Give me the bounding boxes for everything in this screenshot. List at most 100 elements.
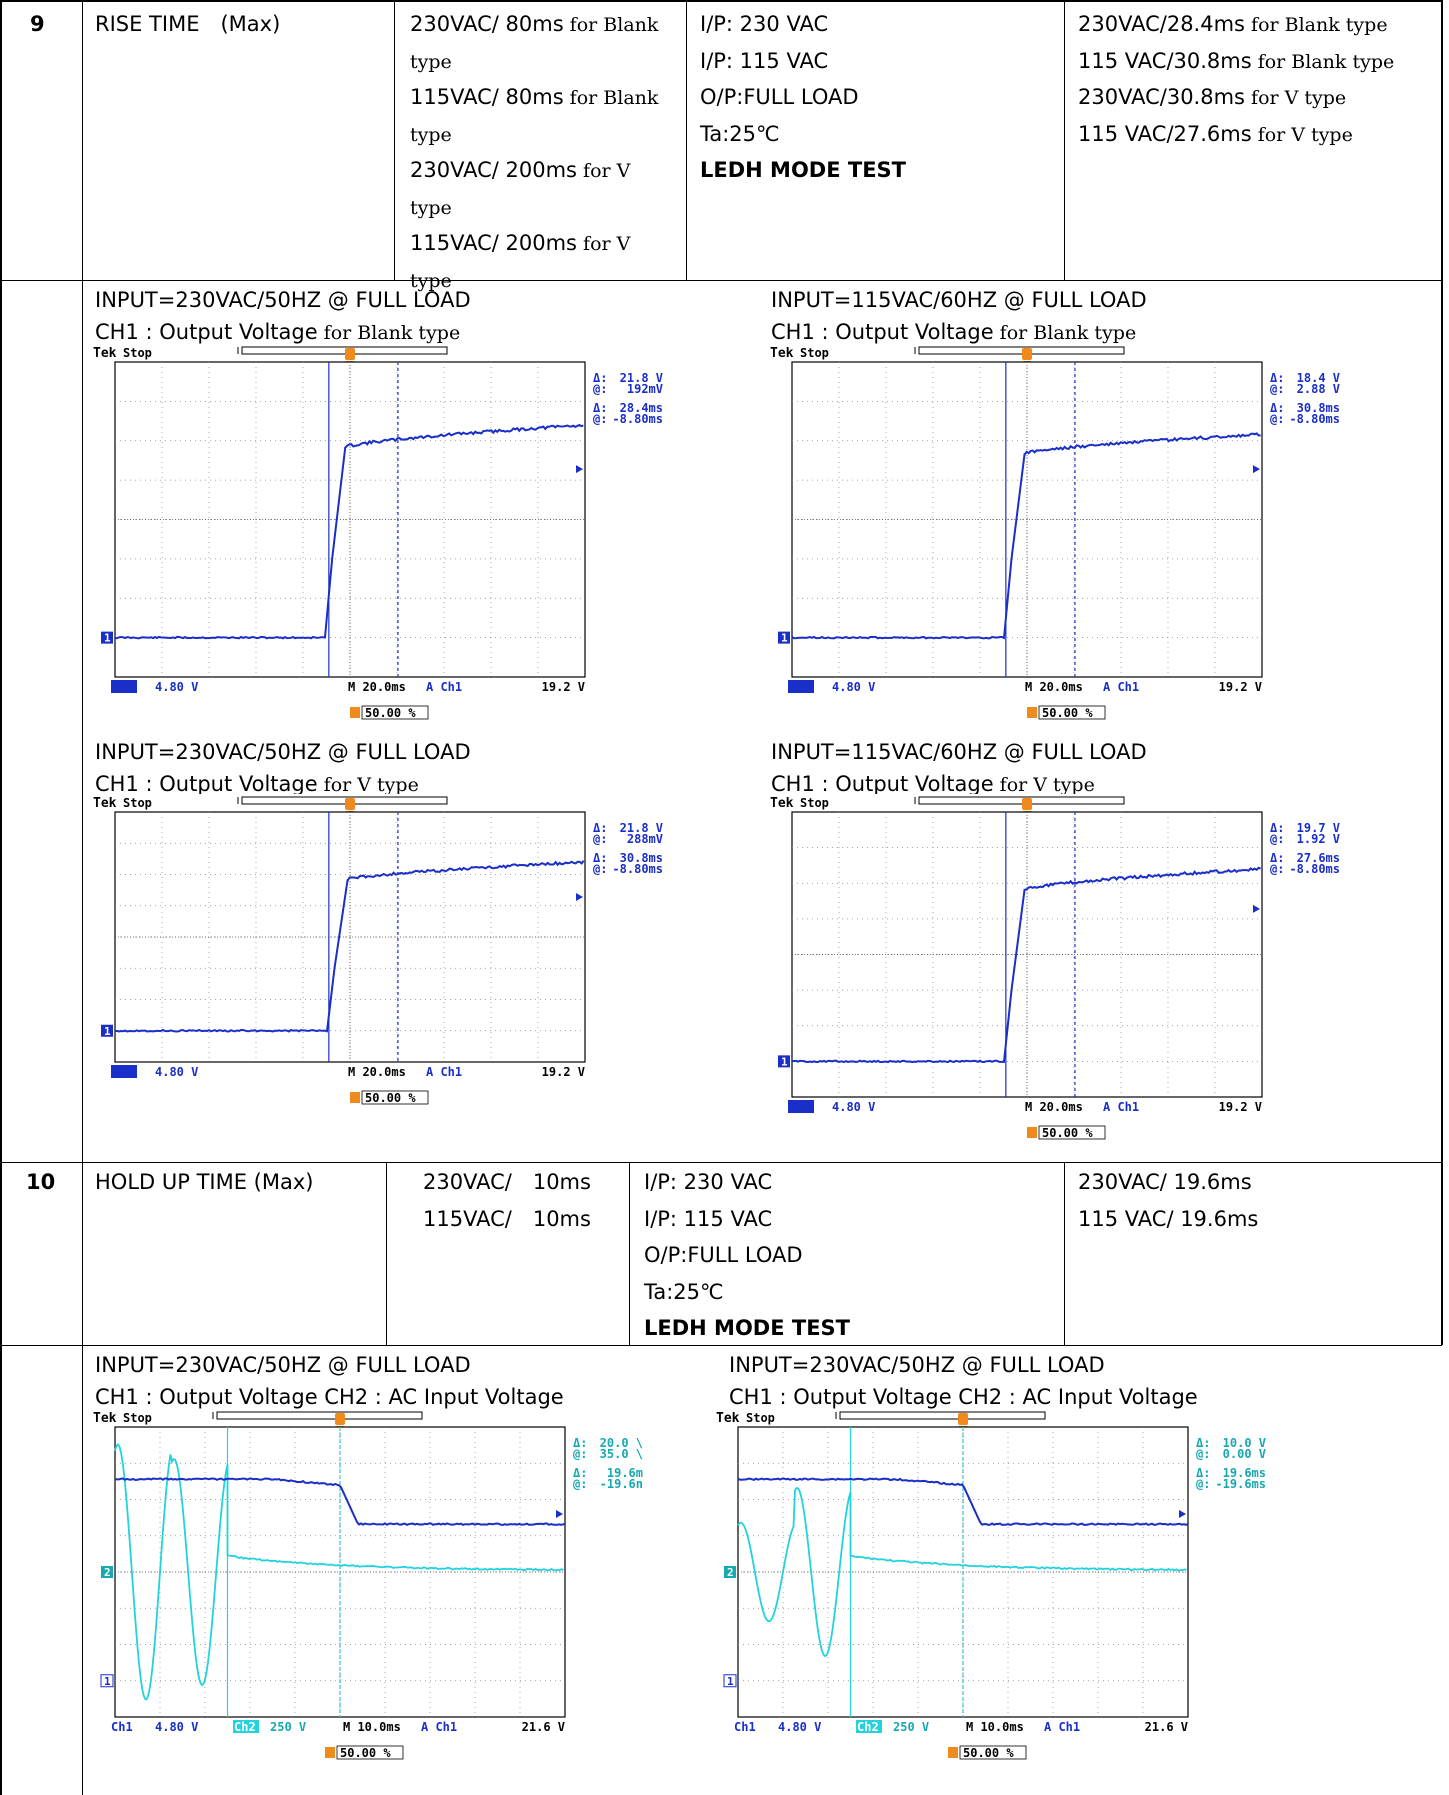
row-9-conditions: I/P: 230 VAC I/P: 115 VAC O/P:FULL LOAD … [700,6,906,189]
spec-line: type [410,50,452,73]
wave-1-caption: CH1 : Output Voltage for Blank type [95,320,461,344]
status-ch2: Ch2 [234,1720,256,1734]
row-9-results: 230VAC/28.4ms for Blank type 115 VAC/30.… [1078,6,1394,152]
scope-state: Stop [123,1411,152,1425]
readout-delta-time-value: 19.6m [607,1466,643,1480]
trigger-pos-box [1038,1125,1106,1140]
status-trigger-level: 19.2 V [542,680,585,694]
spec-line: 230VAC/ 80ms for Blank [410,12,659,36]
wave-3-input: INPUT=230VAC/50HZ @ FULL LOAD [95,740,471,764]
wave-3-caption: CH1 : Output Voltage for V type [95,772,419,796]
status-ch1-volts: 4.80 V [155,680,198,694]
condition-line: Ta:25℃ [644,1279,724,1304]
trigger-pos-icon [350,1092,360,1103]
readout-delta-time-label: Δ: [1270,851,1284,865]
wave-4-input: INPUT=115VAC/60HZ @ FULL LOAD [771,740,1147,764]
readout-delta-time-label: Δ: [573,1466,587,1480]
readout-delta-time-value: 27.6ms [1297,851,1340,865]
channel-2-marker [724,1566,736,1578]
status-trigger-position: 50.00 % [365,1091,416,1105]
record-bar [918,346,1125,355]
channel-1-label: 1 [104,1675,111,1688]
status-ch1-volts: 4.80 V [155,1720,198,1734]
status-trigger-level: 21.6 V [1145,1720,1188,1734]
trigger-level-arrow [576,465,583,474]
readout-at-value: 2.88 V [1297,382,1340,396]
channel-1-marker [101,1024,113,1037]
trigger-position-marker [345,798,355,810]
readout-delta-label: Δ: [1270,371,1284,385]
scope-state: Stop [800,796,829,810]
scope-brand: Tek [93,796,117,811]
scope-state: Stop [123,796,152,810]
spec-line: type [410,269,452,292]
trigger-level-arrow [556,1510,563,1518]
readout-at-time-value: -19.6ms [1215,1477,1266,1491]
row-10-number: 10 [26,1170,56,1194]
status-ch1-bg [788,680,814,693]
ch2-ac-input-trace [114,1443,564,1701]
readout-delta-value: 18.4 V [1297,371,1340,385]
wave-6-caption: CH1 : Output Voltage CH2 : AC Input Volt… [729,1385,1198,1409]
wave-1-input: INPUT=230VAC/50HZ @ FULL LOAD [95,288,471,312]
scope-brand: Tek [93,346,117,361]
oscilloscope-capture-2: Tek Stop Δ: 18.4 V @: 2.88 V Δ: 30.8ms @: -8.80ms… [770,344,1390,739]
spec-line: type [410,123,452,146]
oscilloscope-capture-3: Tek Stop Δ: 21.8 V @: 288mV Δ: 30.8ms @: -8.80ms 1… [93,794,713,1124]
spec-line: 230VAC/ 200ms for V [410,158,631,182]
channel-1-marker [778,631,790,644]
readout-at-value: 35.0 \ [600,1447,643,1461]
scope-brand: Tek [770,796,794,811]
readout-delta-value: 10.0 V [1223,1436,1266,1450]
readout-at-label: @: [1270,832,1284,846]
ch1-output-voltage-trace [791,432,1261,640]
readout-at-label: @: [593,382,607,396]
status-ch1-volts: 4.80 V [832,680,875,694]
status-ch2-bg [233,1720,259,1733]
spec-line: 115VAC/ 80ms for Blank [410,85,659,109]
readout-delta-label: Δ: [573,1436,587,1450]
condition-line: LEDH MODE TEST [700,158,907,182]
trigger-position-marker [345,348,355,360]
result-line: 115 VAC/30.8ms for Blank type [1078,48,1395,73]
spec-line: 115VAC/ 10ms [423,1206,591,1231]
condition-line: I/P: 115 VAC [644,1206,773,1231]
scope-brand: Tek [716,1411,740,1426]
readout-at-time-label: @: [573,1477,587,1491]
status-timebase: M 10.0ms [966,1720,1024,1734]
channel-1-marker [778,1055,790,1068]
readout-at-label: @: [1196,1447,1210,1461]
readout-delta-time-value: 30.8ms [1297,401,1340,415]
channel-1-label: 1 [781,1055,788,1068]
trigger-pos-icon [1027,707,1037,718]
readout-at-time-value: -19.6n [600,1477,643,1491]
trigger-level-arrow [1179,1510,1186,1518]
condition-line: I/P: 230 VAC [644,1170,773,1194]
status-trigger-position: 50.00 % [365,706,416,720]
condition-line: O/P:FULL LOAD [700,85,859,109]
condition-line: LEDH MODE TEST [644,1316,851,1340]
status-ch2: Ch2 [857,1720,879,1734]
readout-at-label: @: [573,1447,587,1461]
trigger-level-arrow [576,893,583,901]
record-bar [216,1411,423,1420]
spec-line: type [410,196,452,219]
status-timebase: M 20.0ms [1025,1100,1083,1114]
row-10-conditions: I/P: 230 VAC I/P: 115 VAC O/P:FULL LOAD … [644,1164,850,1347]
row-10-item: HOLD UP TIME (Max) [95,1170,314,1194]
readout-delta-value: 20.0 \ [600,1436,643,1450]
status-trigger-source: A Ch1 [1044,1720,1080,1734]
trigger-pos-box [361,1090,429,1105]
readout-at-value: 192mV [627,382,663,396]
readout-delta-label: Δ: [593,371,607,385]
readout-at-time-label: @: [1270,862,1284,876]
record-bar [241,796,448,805]
scope-svg: Tek Stop Δ: 21.8 V @: 288mV Δ: 30.8ms @: -8.80ms 1… [93,796,663,1105]
record-bar [241,346,448,355]
readout-delta-time-label: Δ: [593,401,607,415]
readout-at-time-label: @: [1196,1477,1210,1491]
status-ch1-volts: 4.80 V [155,1065,198,1079]
record-bar [839,1411,1046,1420]
status-trigger-source: A Ch1 [426,1065,462,1079]
status-trigger-level: 19.2 V [1219,680,1262,694]
